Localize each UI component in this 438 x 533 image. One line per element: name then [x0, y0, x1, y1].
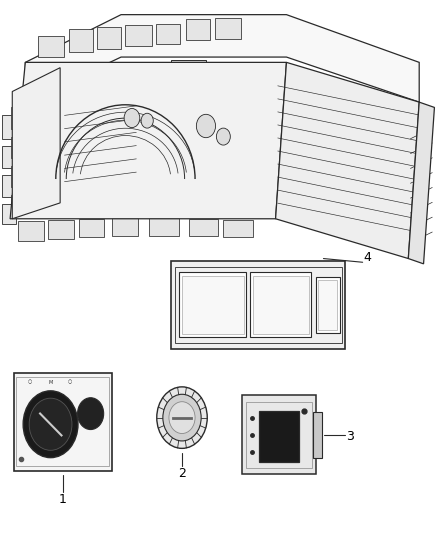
FancyBboxPatch shape — [123, 65, 162, 97]
FancyBboxPatch shape — [18, 221, 44, 241]
FancyBboxPatch shape — [39, 36, 64, 57]
Polygon shape — [408, 102, 434, 264]
FancyBboxPatch shape — [2, 146, 16, 168]
FancyBboxPatch shape — [11, 195, 19, 216]
FancyBboxPatch shape — [60, 86, 141, 192]
Text: ○: ○ — [28, 379, 32, 385]
FancyBboxPatch shape — [253, 276, 309, 334]
Circle shape — [196, 114, 215, 138]
Circle shape — [124, 109, 140, 127]
FancyBboxPatch shape — [186, 19, 210, 39]
FancyBboxPatch shape — [259, 411, 299, 462]
FancyBboxPatch shape — [313, 412, 322, 458]
FancyBboxPatch shape — [223, 220, 253, 237]
FancyBboxPatch shape — [78, 442, 104, 461]
FancyBboxPatch shape — [242, 395, 316, 474]
FancyBboxPatch shape — [188, 219, 218, 236]
Circle shape — [157, 387, 207, 448]
FancyBboxPatch shape — [125, 25, 152, 46]
Text: 1: 1 — [59, 494, 67, 506]
Polygon shape — [276, 62, 419, 259]
FancyBboxPatch shape — [113, 217, 138, 236]
FancyBboxPatch shape — [171, 261, 345, 349]
FancyBboxPatch shape — [318, 280, 337, 329]
Circle shape — [163, 394, 201, 441]
FancyBboxPatch shape — [215, 18, 241, 38]
FancyBboxPatch shape — [2, 204, 16, 224]
Circle shape — [23, 391, 78, 458]
Text: 3: 3 — [346, 430, 353, 442]
FancyBboxPatch shape — [48, 220, 74, 239]
Text: 2: 2 — [178, 467, 186, 480]
Circle shape — [29, 398, 72, 450]
Circle shape — [216, 128, 230, 145]
Polygon shape — [25, 14, 419, 102]
Text: ○: ○ — [68, 379, 72, 385]
FancyBboxPatch shape — [171, 60, 206, 89]
FancyBboxPatch shape — [316, 277, 339, 333]
Polygon shape — [12, 68, 60, 219]
Text: 4: 4 — [363, 251, 371, 264]
FancyBboxPatch shape — [2, 175, 16, 197]
Circle shape — [169, 402, 195, 433]
FancyBboxPatch shape — [251, 272, 311, 337]
FancyBboxPatch shape — [14, 373, 112, 471]
FancyBboxPatch shape — [97, 27, 121, 49]
FancyBboxPatch shape — [11, 108, 19, 128]
Circle shape — [78, 398, 104, 430]
FancyBboxPatch shape — [182, 276, 244, 334]
FancyBboxPatch shape — [69, 29, 93, 52]
FancyBboxPatch shape — [149, 217, 179, 236]
FancyBboxPatch shape — [156, 23, 180, 44]
Polygon shape — [10, 62, 286, 219]
FancyBboxPatch shape — [11, 166, 19, 187]
FancyBboxPatch shape — [79, 219, 104, 237]
FancyBboxPatch shape — [179, 272, 247, 337]
FancyBboxPatch shape — [11, 136, 19, 158]
FancyBboxPatch shape — [2, 115, 16, 139]
Text: M: M — [49, 379, 53, 385]
FancyBboxPatch shape — [156, 86, 230, 198]
Circle shape — [141, 114, 153, 128]
